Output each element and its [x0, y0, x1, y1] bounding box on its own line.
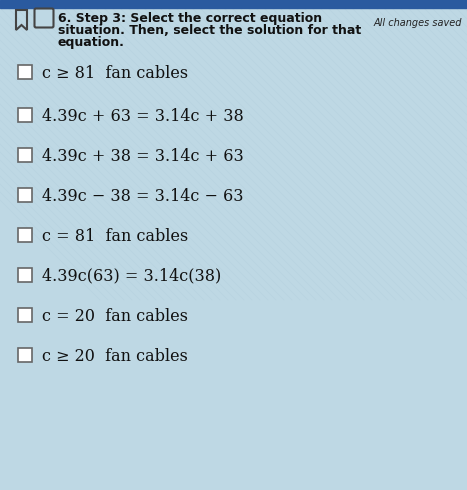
Text: c ≥ 81  fan cables: c ≥ 81 fan cables — [42, 65, 188, 81]
Text: c = 20  fan cables: c = 20 fan cables — [42, 308, 188, 324]
Text: 6. Step 3: Select the correct equation: 6. Step 3: Select the correct equation — [58, 12, 322, 25]
FancyBboxPatch shape — [18, 108, 32, 122]
FancyBboxPatch shape — [18, 308, 32, 322]
FancyBboxPatch shape — [18, 65, 32, 79]
Text: All changes saved: All changes saved — [374, 18, 462, 28]
Text: c ≥ 20  fan cables: c ≥ 20 fan cables — [42, 347, 188, 365]
Text: equation.: equation. — [58, 36, 125, 49]
Text: 4.39c + 63 = 3.14c + 38: 4.39c + 63 = 3.14c + 38 — [42, 107, 244, 124]
FancyBboxPatch shape — [18, 268, 32, 282]
FancyBboxPatch shape — [18, 348, 32, 362]
Bar — [0, 0, 467, 8]
Text: 4.39c + 38 = 3.14c + 63: 4.39c + 38 = 3.14c + 63 — [42, 147, 244, 165]
Text: c = 81  fan cables: c = 81 fan cables — [42, 227, 188, 245]
FancyBboxPatch shape — [18, 147, 32, 162]
FancyBboxPatch shape — [18, 188, 32, 202]
FancyBboxPatch shape — [35, 8, 54, 27]
Text: situation. Then, select the solution for that: situation. Then, select the solution for… — [58, 24, 361, 37]
Text: 4.39c − 38 = 3.14c − 63: 4.39c − 38 = 3.14c − 63 — [42, 188, 243, 204]
Text: 4.39c(63) = 3.14c(38): 4.39c(63) = 3.14c(38) — [42, 268, 221, 285]
FancyBboxPatch shape — [18, 228, 32, 242]
